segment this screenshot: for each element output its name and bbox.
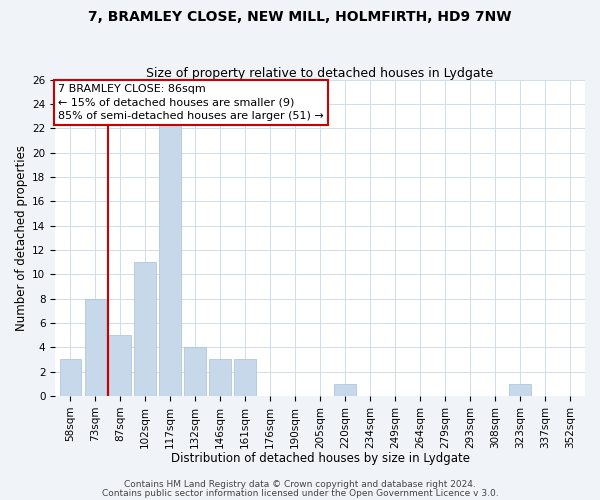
Bar <box>134 262 156 396</box>
Bar <box>160 116 181 396</box>
Y-axis label: Number of detached properties: Number of detached properties <box>15 144 28 330</box>
Text: 7 BRAMLEY CLOSE: 86sqm
← 15% of detached houses are smaller (9)
85% of semi-deta: 7 BRAMLEY CLOSE: 86sqm ← 15% of detached… <box>58 84 324 121</box>
Text: Contains public sector information licensed under the Open Government Licence v : Contains public sector information licen… <box>101 488 499 498</box>
Bar <box>59 360 81 396</box>
Bar <box>109 335 131 396</box>
Bar <box>235 360 256 396</box>
Text: Contains HM Land Registry data © Crown copyright and database right 2024.: Contains HM Land Registry data © Crown c… <box>124 480 476 489</box>
Bar <box>209 360 231 396</box>
X-axis label: Distribution of detached houses by size in Lydgate: Distribution of detached houses by size … <box>170 452 470 465</box>
Title: Size of property relative to detached houses in Lydgate: Size of property relative to detached ho… <box>146 66 494 80</box>
Bar <box>334 384 356 396</box>
Text: 7, BRAMLEY CLOSE, NEW MILL, HOLMFIRTH, HD9 7NW: 7, BRAMLEY CLOSE, NEW MILL, HOLMFIRTH, H… <box>88 10 512 24</box>
Bar <box>85 298 106 396</box>
Bar <box>509 384 530 396</box>
Bar <box>184 348 206 396</box>
